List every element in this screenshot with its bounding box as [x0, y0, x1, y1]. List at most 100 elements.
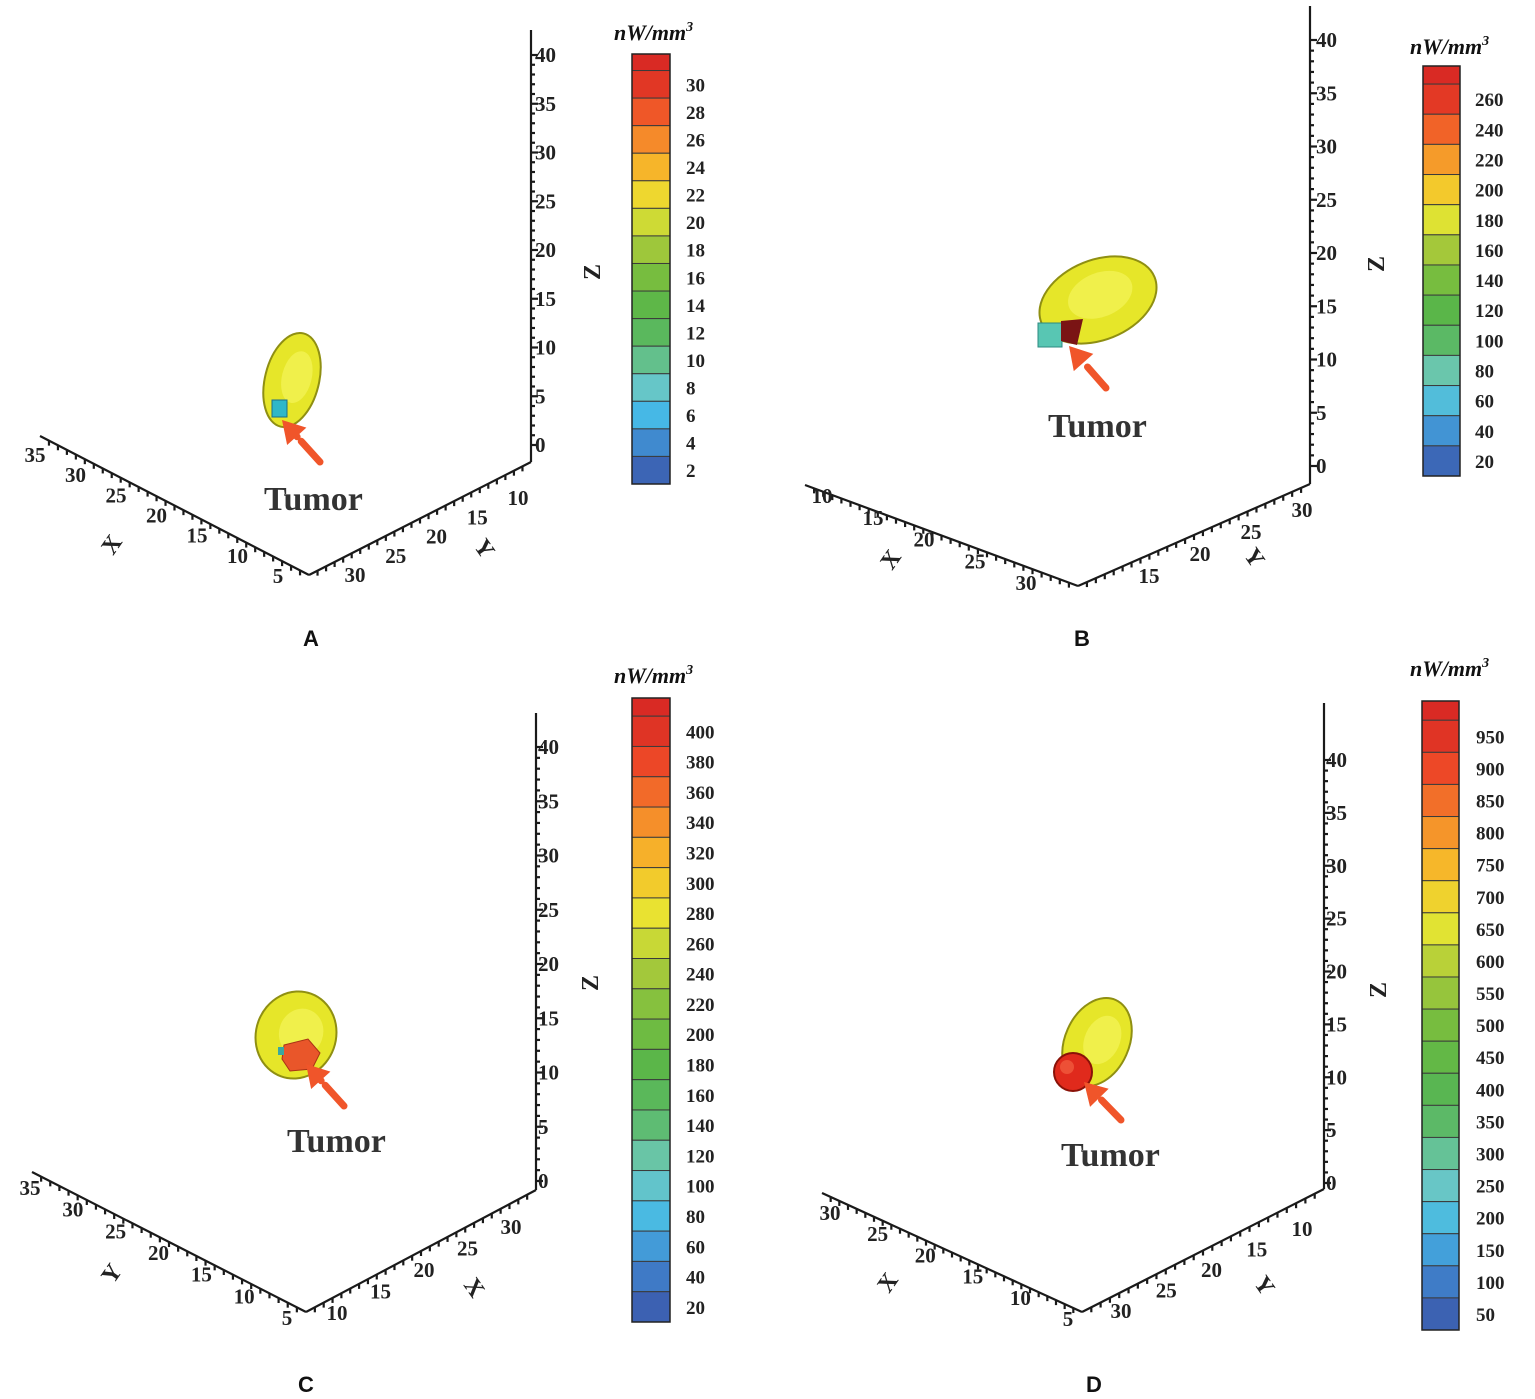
- colorbar-segment: [1421, 1072, 1460, 1106]
- z-tick-label: 5: [538, 1115, 549, 1139]
- colorbar-frame: [1422, 65, 1461, 477]
- arrow-shaft: [293, 432, 324, 466]
- colorbar-segment: [1421, 1136, 1460, 1171]
- left-axis-tick-label: 30: [1016, 571, 1037, 595]
- colorbar-segment: [1422, 294, 1461, 326]
- colorbar-frame: [631, 697, 671, 1323]
- right-axis-tick-label: 15: [1139, 564, 1160, 588]
- colorbar-segment: [631, 836, 671, 869]
- tumor-highlight: [1083, 1015, 1122, 1065]
- colorbar-segment: [631, 806, 671, 838]
- colorbar-tick-label: 240: [686, 965, 715, 986]
- colorbar-segment: [631, 897, 671, 929]
- colorbar-segment: [1421, 1040, 1460, 1074]
- colorbar-tick-label: 950: [1476, 727, 1505, 748]
- colorbar-frame: [1421, 700, 1460, 1331]
- colorbar-tick-label: 300: [686, 874, 715, 895]
- colorbar-segment: [631, 988, 671, 1020]
- right-axis-name: Y: [468, 534, 499, 563]
- left-axis-tick-label: 30: [820, 1201, 841, 1225]
- colorbar-tick-label: 450: [1476, 1048, 1505, 1069]
- unit-superscript: 3: [685, 663, 693, 678]
- left-axis-tick-label: 25: [106, 483, 127, 507]
- z-tick-label: 0: [1316, 454, 1327, 478]
- colorbar-segment: [631, 373, 671, 402]
- colorbar-segment: [1422, 264, 1461, 296]
- colorbar-segment: [1422, 174, 1461, 206]
- colorbar-segment: [631, 1109, 671, 1141]
- colorbar-segment: [631, 70, 671, 99]
- colorbar-tick-label: 160: [1475, 241, 1504, 262]
- z-tick-label: 35: [1326, 801, 1347, 825]
- right-axis-tick-label: 20: [414, 1258, 435, 1282]
- colorbar-tick-label: 40: [686, 1268, 705, 1289]
- panel-a: A30282624222018161412108642nW/mm34035302…: [25, 20, 706, 651]
- colorbar-tick-label: 340: [686, 813, 715, 834]
- left-axis-tick-label: 20: [915, 1243, 936, 1267]
- right-axis-tick-label: 25: [1156, 1279, 1177, 1303]
- left-axis-tick-label: 15: [962, 1265, 983, 1289]
- colorbar-tick-label: 250: [1476, 1177, 1505, 1198]
- colorbar-tick-label: 6: [686, 406, 696, 427]
- colorbar-tick-label: 2: [686, 461, 696, 482]
- colorbar-tick-label: 500: [1476, 1016, 1505, 1037]
- left-axis-tick-label: 10: [234, 1284, 255, 1308]
- colorbar-segment: [631, 1139, 671, 1172]
- colorbar-unit: nW/mm3: [614, 20, 693, 45]
- left-axis-name: X: [873, 1268, 905, 1298]
- z-tick-label: 20: [538, 952, 559, 976]
- z-tick-label: 5: [1316, 401, 1327, 425]
- colorbar-tick-label: 4: [686, 434, 696, 455]
- right-axis-tick-label: 25: [385, 544, 406, 568]
- colorbar-segment: [1421, 1104, 1460, 1138]
- right-axis-tick-label: 10: [508, 486, 529, 510]
- z-tick-label: 15: [1326, 1012, 1347, 1036]
- colorbar-tick-label: 360: [686, 783, 715, 804]
- z-tick-label: 40: [1316, 28, 1337, 52]
- z-axis-name: Z: [578, 975, 604, 991]
- tumor-shape: [254, 990, 338, 1080]
- unit-superscript: 3: [1481, 34, 1489, 49]
- colorbar-tick-label: 30: [686, 75, 705, 96]
- right-axis-tick-label: 30: [501, 1215, 522, 1239]
- panel-c: C400380360340320300280260240220200180160…: [20, 663, 715, 1397]
- colorbar-tick-label: 700: [1476, 888, 1505, 909]
- arrow-head: [306, 1064, 331, 1090]
- axes: [31, 713, 543, 1313]
- z-tick-label: 10: [535, 336, 556, 360]
- z-tick-label: 10: [1316, 348, 1337, 372]
- z-tick-label: 20: [1316, 241, 1337, 265]
- colorbar-tick-label: 14: [686, 296, 706, 317]
- arrow-shaft: [1095, 1094, 1125, 1124]
- colorbar-tick-label: 80: [1475, 361, 1494, 382]
- colorbar-tick-label: 10: [686, 351, 705, 372]
- tumor-label: Tumor: [1061, 1137, 1160, 1174]
- left-axis-tick-label: 30: [62, 1198, 83, 1222]
- colorbar-segment: [1422, 143, 1461, 176]
- colorbar-tick-label: 350: [1476, 1112, 1505, 1133]
- colorbar-unit: nW/mm3: [1410, 656, 1489, 681]
- colorbar-segment: [1421, 912, 1460, 946]
- z-tick-label: 15: [1316, 294, 1337, 318]
- unit-superscript: 3: [685, 20, 693, 35]
- tumor-highlight: [281, 351, 313, 403]
- left-axis-tick-label: 20: [146, 504, 167, 528]
- colorbar-segment: [1422, 415, 1461, 447]
- right-axis-tick-label: 20: [1190, 542, 1211, 566]
- colorbar-segment: [631, 927, 671, 960]
- arrow-icon: [282, 420, 324, 466]
- left-axis-tick-label: 15: [187, 524, 208, 548]
- colorbar-tick-label: 320: [686, 843, 715, 864]
- right-axis-tick-label: 25: [1241, 520, 1262, 544]
- colorbar-segment: [1422, 204, 1461, 236]
- colorbar-tick-label: 800: [1476, 824, 1505, 845]
- left-axis-tick-label: 15: [863, 506, 884, 530]
- colorbar-frame: [631, 53, 671, 485]
- colorbar-segment: [1422, 83, 1461, 115]
- colorbar-segment: [1421, 1297, 1460, 1331]
- colorbar-tick-label: 20: [686, 213, 705, 234]
- colorbar-segment: [631, 455, 671, 485]
- colorbar-tick-label: 200: [686, 1025, 715, 1046]
- right-axis-tick-label: 10: [327, 1301, 348, 1325]
- z-tick-label: 5: [535, 384, 546, 408]
